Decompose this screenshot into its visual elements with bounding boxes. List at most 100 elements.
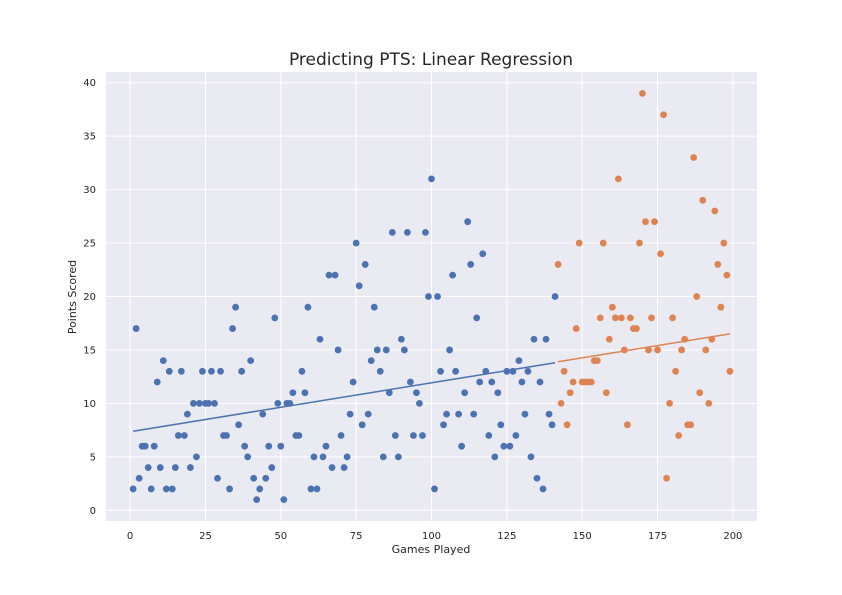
train-data-point [196,400,203,407]
scatter-points [129,89,734,504]
x-tick-label: 0 [127,531,133,542]
train-data-point [226,485,233,493]
train-data-point [464,218,472,226]
train-data-point [343,453,351,461]
train-data-point [524,367,532,375]
test-data-point [687,421,695,429]
test-data-point [672,367,680,375]
test-data-point [575,239,583,247]
train-data-point [440,421,447,429]
test-data-point [678,346,686,354]
y-tick-label: 25 [83,239,96,250]
test-data-point [605,335,613,343]
train-data-point [250,474,258,482]
train-data-point [253,496,261,504]
test-data-point [602,389,610,397]
train-data-point [244,453,252,461]
train-data-point [506,442,514,450]
train-data-point [458,442,466,450]
train-data-point [479,250,487,258]
train-data-point [295,432,303,439]
train-data-point [518,378,526,386]
train-data-point [171,464,179,471]
test-data-point [711,207,719,215]
test-data-point [714,261,722,268]
train-data-point [186,464,194,471]
train-data-point [301,389,309,397]
train-data-point [428,175,435,183]
train-data-point [180,432,188,439]
train-data-point [153,378,161,386]
train-data-point [174,432,182,439]
train-data-point [337,432,345,439]
test-data-point [554,261,562,268]
test-data-point [699,196,707,204]
train-data-point [413,389,420,397]
train-data-point [349,378,357,386]
train-data-point [177,367,185,375]
train-data-point [545,410,553,418]
train-data-point [455,410,463,418]
test-data-point [663,474,670,482]
train-data-point [539,485,547,493]
train-data-point [482,367,490,375]
train-data-point [446,346,453,354]
train-data-point [334,346,342,354]
test-data-point [620,346,628,354]
x-tick-label: 75 [350,531,363,542]
train-data-point [304,303,312,311]
train-data-point [410,432,417,439]
train-data-point [512,432,520,439]
train-data-point [364,410,372,418]
train-data-point [319,453,327,461]
train-data-point [168,485,176,493]
train-data-point [307,485,315,493]
train-data-point [367,357,375,365]
train-data-point [530,335,538,343]
train-data-point [494,389,502,397]
train-data-point [400,346,408,354]
test-data-point [705,400,713,407]
train-data-point [470,410,478,418]
test-data-point [696,389,704,397]
train-data-point [211,400,218,407]
train-data-point [373,346,381,354]
train-data-point [256,485,264,493]
train-data-point [476,378,484,386]
x-tick-label: 200 [723,531,742,542]
test-data-point [666,400,673,407]
test-data-point [624,421,631,429]
train-data-point [190,400,197,407]
train-data-point [434,293,441,300]
y-tick-label: 20 [83,292,96,303]
train-data-point [298,367,306,375]
train-data-point [141,442,149,450]
x-tick-label: 25 [199,531,212,542]
chart-title: Predicting PTS: Linear Regression [289,50,573,70]
test-regression-line [557,333,730,363]
y-tick-label: 35 [83,132,96,143]
train-data-point [331,271,339,279]
test-data-point [654,346,661,354]
test-data-point [636,239,643,247]
test-data-point [563,421,571,429]
test-data-point [642,218,649,226]
train-data-point [328,464,336,471]
train-data-point [497,421,505,429]
train-data-point [533,474,541,482]
train-data-point [268,464,276,471]
y-tick-label: 15 [83,345,96,356]
train-data-point [235,421,243,429]
train-data-point [159,357,167,365]
test-data-point [639,89,646,97]
test-data-point [690,154,698,161]
train-data-point [247,357,255,365]
train-data-point [491,453,499,461]
train-data-point [452,367,460,375]
train-data-point [229,325,236,332]
train-data-point [135,474,143,482]
train-data-point [467,261,475,268]
y-tick-label: 10 [83,399,96,410]
train-data-point [223,432,230,439]
train-data-point [129,485,137,493]
